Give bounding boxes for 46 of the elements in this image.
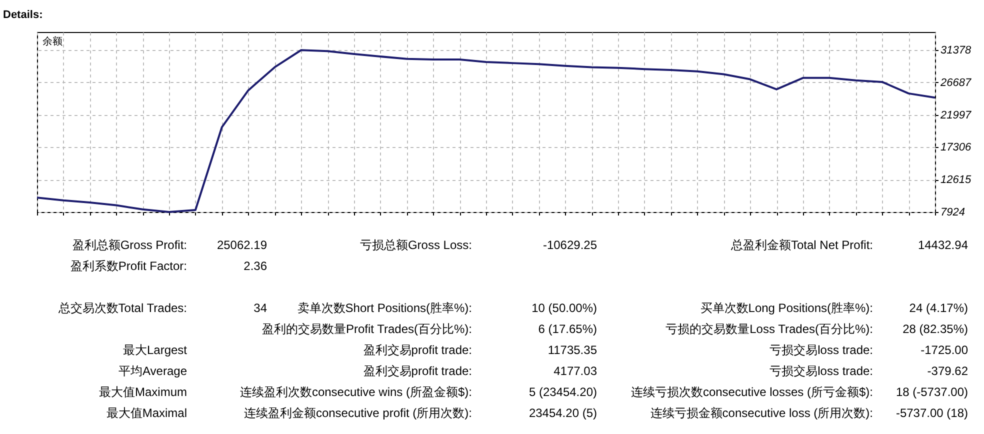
text: 总盈利金额Total Net Profit: — [730, 238, 873, 252]
text: 最大Largest — [122, 343, 188, 357]
text: 买单次数Long Positions(胜率%): — [700, 301, 873, 315]
text: 2.36 — [244, 259, 268, 273]
chart-title: Details: — [3, 9, 43, 21]
text: 盈利交易profit trade: — [363, 343, 472, 357]
text: 盈利系数Profit Factor: — [70, 259, 187, 273]
y-axis-title: 余额 — [42, 36, 62, 48]
text: 23454.20 (5) — [528, 406, 597, 420]
text: 总交易次数Total Trades: — [57, 301, 187, 315]
text: 11735.35 — [548, 343, 598, 357]
text: 亏损交易loss trade: — [770, 343, 873, 357]
y-tick-label: 7924 — [940, 206, 965, 218]
text: 6 (17.65%) — [538, 322, 597, 336]
y-tick-label: 31378 — [940, 44, 972, 57]
y-tick-label: 12615 — [940, 174, 972, 186]
text: 最大值Maximum — [98, 385, 187, 399]
text: 5 (23454.20) — [528, 385, 597, 399]
text: 盈利交易profit trade: — [363, 364, 472, 378]
y-tick-label: 26687 — [940, 76, 972, 89]
text: -5737.00 (18) — [896, 406, 968, 420]
text: 盈利的交易数量Profit Trades(百分比%): — [262, 322, 472, 336]
text: 连续盈利次数consecutive wins (所盈金额$): — [240, 385, 472, 399]
text: 14432.94 — [918, 238, 968, 252]
text: 24 (4.17%) — [909, 301, 968, 315]
text: 亏损总额Gross Loss: — [360, 238, 472, 252]
text: 平均Average — [118, 364, 188, 378]
text: 34 — [254, 301, 268, 315]
text: 18 (-5737.00) — [896, 385, 968, 399]
text: 卖单次数Short Positions(胜率%): — [297, 301, 472, 315]
text: 亏损的交易数量Loss Trades(百分比%): — [666, 322, 873, 336]
text: -379.62 — [927, 364, 968, 378]
text: 25062.19 — [216, 238, 268, 252]
text: -10629.25 — [542, 238, 598, 252]
text: 最大值Maximal — [106, 406, 187, 420]
text: 盈利总额Gross Profit: — [72, 238, 187, 252]
y-tick-label: 21997 — [940, 109, 972, 122]
y-tick-label: 17306 — [940, 142, 972, 154]
text: -1725.00 — [920, 343, 968, 357]
text: 4177.03 — [554, 364, 598, 378]
text: 10 (50.00%) — [532, 301, 597, 315]
text: 连续亏损次数consecutive losses (所亏金额$): — [630, 385, 873, 399]
text: 28 (82.35%) — [902, 322, 968, 336]
text: 连续盈利金额consecutive profit (所用次数): — [244, 406, 472, 420]
text: 亏损交易loss trade: — [770, 364, 873, 378]
text: 连续亏损金额consecutive loss (所用次数): — [650, 406, 873, 420]
